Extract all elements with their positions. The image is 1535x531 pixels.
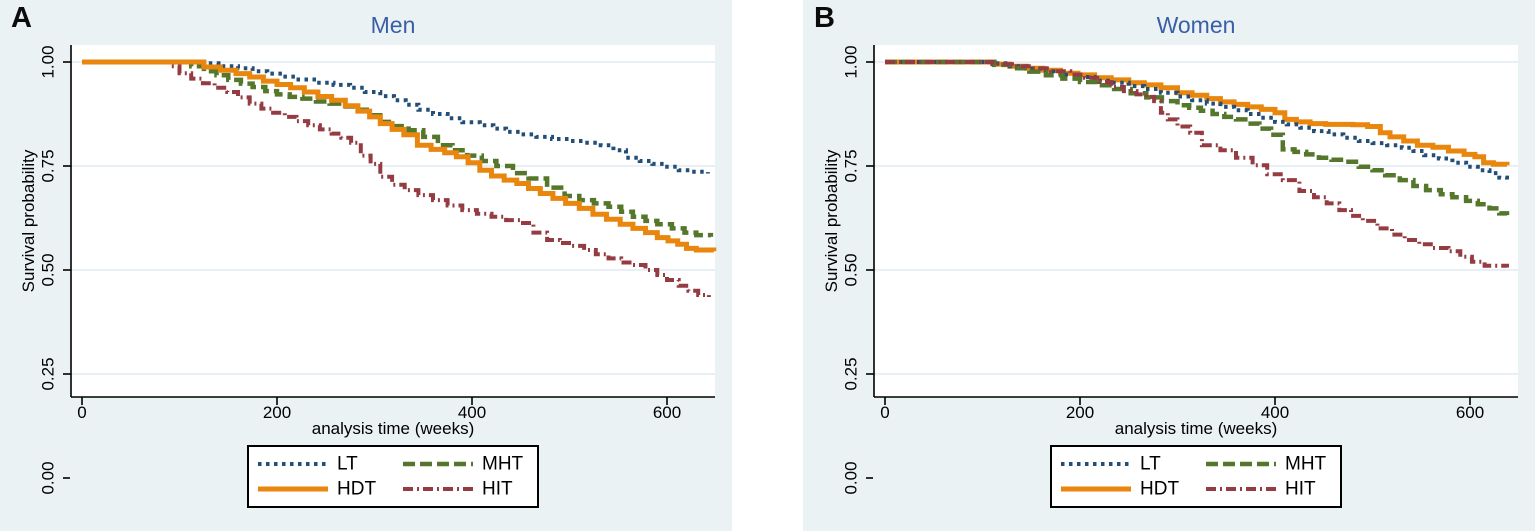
x-axis-title: analysis time (weeks) bbox=[311, 419, 475, 438]
legend-label-LT: LT bbox=[1140, 454, 1161, 475]
y-tick-label: 0.25 bbox=[842, 357, 861, 390]
plot-area bbox=[874, 45, 1518, 397]
x-tick-label: 600 bbox=[1456, 403, 1484, 422]
series-MHT bbox=[885, 59, 1510, 216]
series-HIT bbox=[885, 60, 1509, 268]
legend-box bbox=[247, 445, 539, 508]
x-tick-label: 400 bbox=[1261, 403, 1289, 422]
series-MHT bbox=[82, 59, 714, 238]
y-axis-title: Survival probability bbox=[822, 149, 841, 293]
panel-title-women: Women bbox=[1156, 12, 1236, 38]
x-tick-label: 0 bbox=[77, 403, 86, 422]
y-axis-title: Survival probability bbox=[19, 149, 38, 293]
legend-label-HIT: HIT bbox=[482, 479, 513, 500]
y-tick-label: 1.00 bbox=[842, 45, 861, 78]
series-HDT bbox=[82, 59, 717, 253]
survival-plot-men: 1.00 0.75 0.50 0.25 0.00 0 200 400 600 LT MHT HDT HI… bbox=[39, 45, 717, 508]
x-axis-title: analysis time (weeks) bbox=[1114, 419, 1278, 438]
y-tick-label: 1.00 bbox=[39, 45, 58, 78]
series-LT bbox=[82, 60, 710, 174]
y-tick-label: 0.25 bbox=[39, 357, 58, 390]
x-tick-label: 400 bbox=[458, 403, 486, 422]
panel-men: 1.00 0.75 0.50 0.25 0.00 0 200 400 600 LT MHT HDT HI… bbox=[0, 0, 732, 531]
panel-women: 1.00 0.75 0.50 0.25 0.00 0 200 400 600 LT MHT HDT HI… bbox=[803, 0, 1535, 531]
panel-letter-a: A bbox=[11, 2, 33, 34]
legend-box bbox=[1050, 445, 1342, 508]
survival-plot-women: 1.00 0.75 0.50 0.25 0.00 0 200 400 600 LT MHT HDT HI… bbox=[842, 45, 1518, 508]
legend-label-HDT: HDT bbox=[1140, 479, 1179, 500]
legend-label-LT: LT bbox=[337, 454, 358, 475]
y-tick-label: 0.75 bbox=[842, 149, 861, 182]
legend-label-MHT: MHT bbox=[482, 454, 524, 475]
legend-label-HIT: HIT bbox=[1285, 479, 1316, 500]
legend-label-MHT: MHT bbox=[1285, 454, 1327, 475]
y-tick-label: 0.50 bbox=[39, 253, 58, 286]
legend-label-HDT: HDT bbox=[337, 479, 376, 500]
x-tick-label: 200 bbox=[263, 403, 291, 422]
panel-title-men: Men bbox=[370, 12, 416, 38]
series-HIT bbox=[82, 60, 711, 297]
x-tick-label: 0 bbox=[880, 403, 889, 422]
x-tick-label: 200 bbox=[1066, 403, 1094, 422]
y-tick-label-zero: 0.00 bbox=[842, 461, 861, 494]
x-tick-label: 600 bbox=[653, 403, 681, 422]
y-tick-label-zero: 0.00 bbox=[39, 461, 58, 494]
panel-letter-b: B bbox=[814, 2, 836, 34]
y-tick-label: 0.50 bbox=[842, 253, 861, 286]
y-tick-label: 0.75 bbox=[39, 149, 58, 182]
